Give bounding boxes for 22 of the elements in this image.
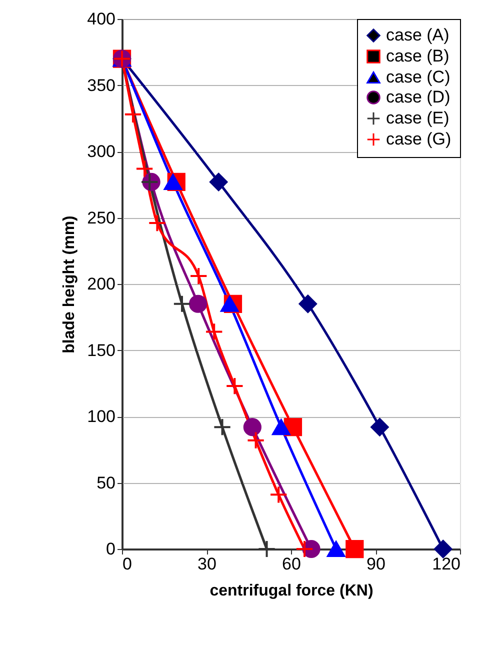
x-tick-label: 0 [122,554,132,574]
x-tick-label: 30 [198,554,216,574]
legend-label: case (G) [386,130,452,148]
x-tick-label: 60 [282,554,301,574]
x-tick-label: 90 [366,554,386,574]
x-tick-label: 120 [432,554,460,574]
legend-label: case (E) [386,108,450,128]
y-axis-title: blade height (mm) [61,216,78,354]
x-axis-title: centrifugal force (KN) [210,582,374,600]
legend-label: case (A) [386,26,450,44]
y-tick-label: 150 [87,340,116,360]
legend-label: case (B) [386,46,450,66]
y-tick-label: 250 [87,208,116,228]
legend-label: case (D) [386,88,450,106]
y-tick-label: 100 [87,407,116,426]
y-tick-label: 400 [87,10,116,28]
y-tick-label: 300 [87,142,116,161]
y-tick-label: 50 [96,473,116,492]
y-tick-label: 0 [106,540,116,558]
y-tick-label: 200 [87,274,116,294]
legend-label: case (C) [386,68,450,86]
y-tick-label: 350 [87,76,116,95]
